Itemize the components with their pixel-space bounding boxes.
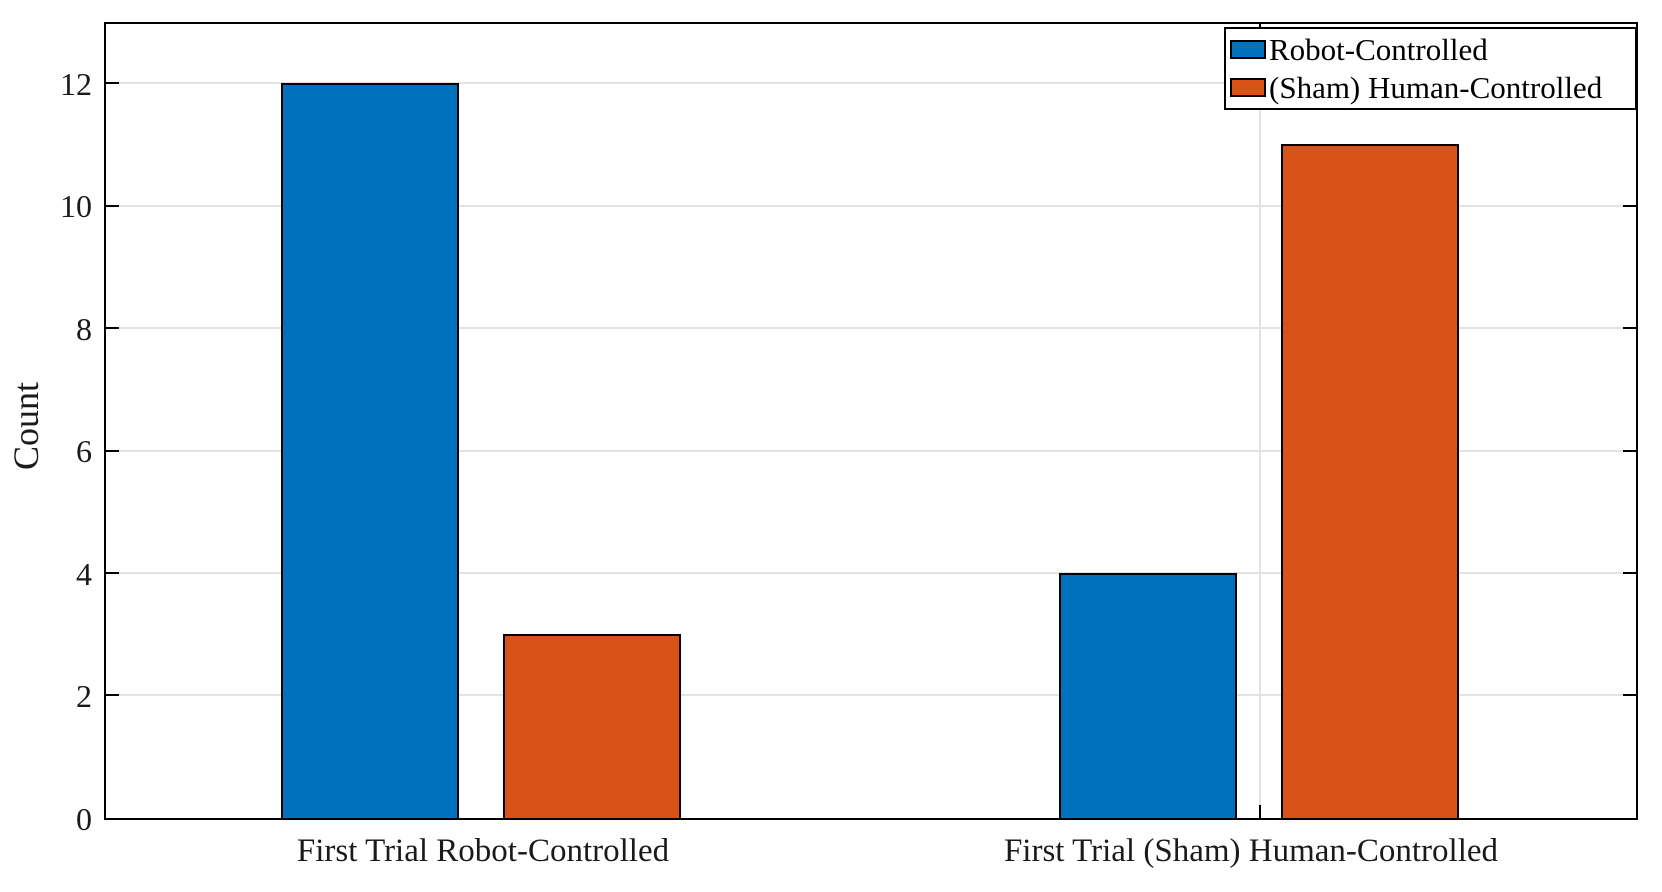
legend-swatch-sham-human-controlled	[1230, 78, 1266, 97]
x-tick-mark	[1259, 805, 1261, 818]
gridline-y-4	[106, 572, 1636, 574]
y-tick-mark	[1623, 572, 1636, 574]
legend: Robot-Controlled (Sham) Human-Controlled	[1224, 27, 1637, 110]
y-tick-label-2: 2	[76, 678, 92, 714]
bar-sham-human-controlled-group2	[1281, 144, 1459, 818]
bar-robot-controlled-group2	[1059, 573, 1237, 818]
legend-label-sham-human-controlled: (Sham) Human-Controlled	[1269, 69, 1603, 105]
x-category-label-group1: First Trial Robot-Controlled	[296, 833, 670, 869]
y-tick-mark	[1623, 205, 1636, 207]
gridline-y-6	[106, 450, 1636, 452]
y-tick-mark	[106, 694, 119, 696]
legend-label-robot-controlled: Robot-Controlled	[1269, 31, 1488, 67]
y-tick-label-8: 8	[76, 311, 92, 347]
y-tick-mark	[106, 450, 119, 452]
gridline-y-12	[106, 82, 1636, 84]
legend-swatch-robot-controlled	[1230, 40, 1266, 59]
y-tick-mark	[106, 82, 119, 84]
legend-entry-sham-human-controlled: (Sham) Human-Controlled	[1230, 69, 1635, 105]
bar-robot-controlled-group1	[281, 83, 459, 818]
plot-area	[104, 22, 1638, 820]
y-tick-label-0: 0	[76, 801, 92, 837]
y-tick-mark	[1623, 450, 1636, 452]
y-tick-label-4: 4	[76, 556, 92, 592]
bar-sham-human-controlled-group1	[503, 634, 681, 818]
gridline-x-group2	[1259, 24, 1261, 818]
y-tick-mark	[106, 572, 119, 574]
y-tick-label-12: 12	[60, 66, 92, 102]
legend-entry-robot-controlled: Robot-Controlled	[1230, 31, 1635, 67]
y-tick-mark	[106, 327, 119, 329]
gridline-y-2	[106, 694, 1636, 696]
gridline-y-8	[106, 327, 1636, 329]
y-tick-mark	[1623, 694, 1636, 696]
x-category-label-group2: First Trial (Sham) Human-Controlled	[1003, 833, 1499, 869]
gridline-y-10	[106, 205, 1636, 207]
y-tick-mark	[106, 205, 119, 207]
y-tick-mark	[1623, 327, 1636, 329]
y-tick-label-10: 10	[60, 188, 92, 224]
y-tick-label-6: 6	[76, 433, 92, 469]
